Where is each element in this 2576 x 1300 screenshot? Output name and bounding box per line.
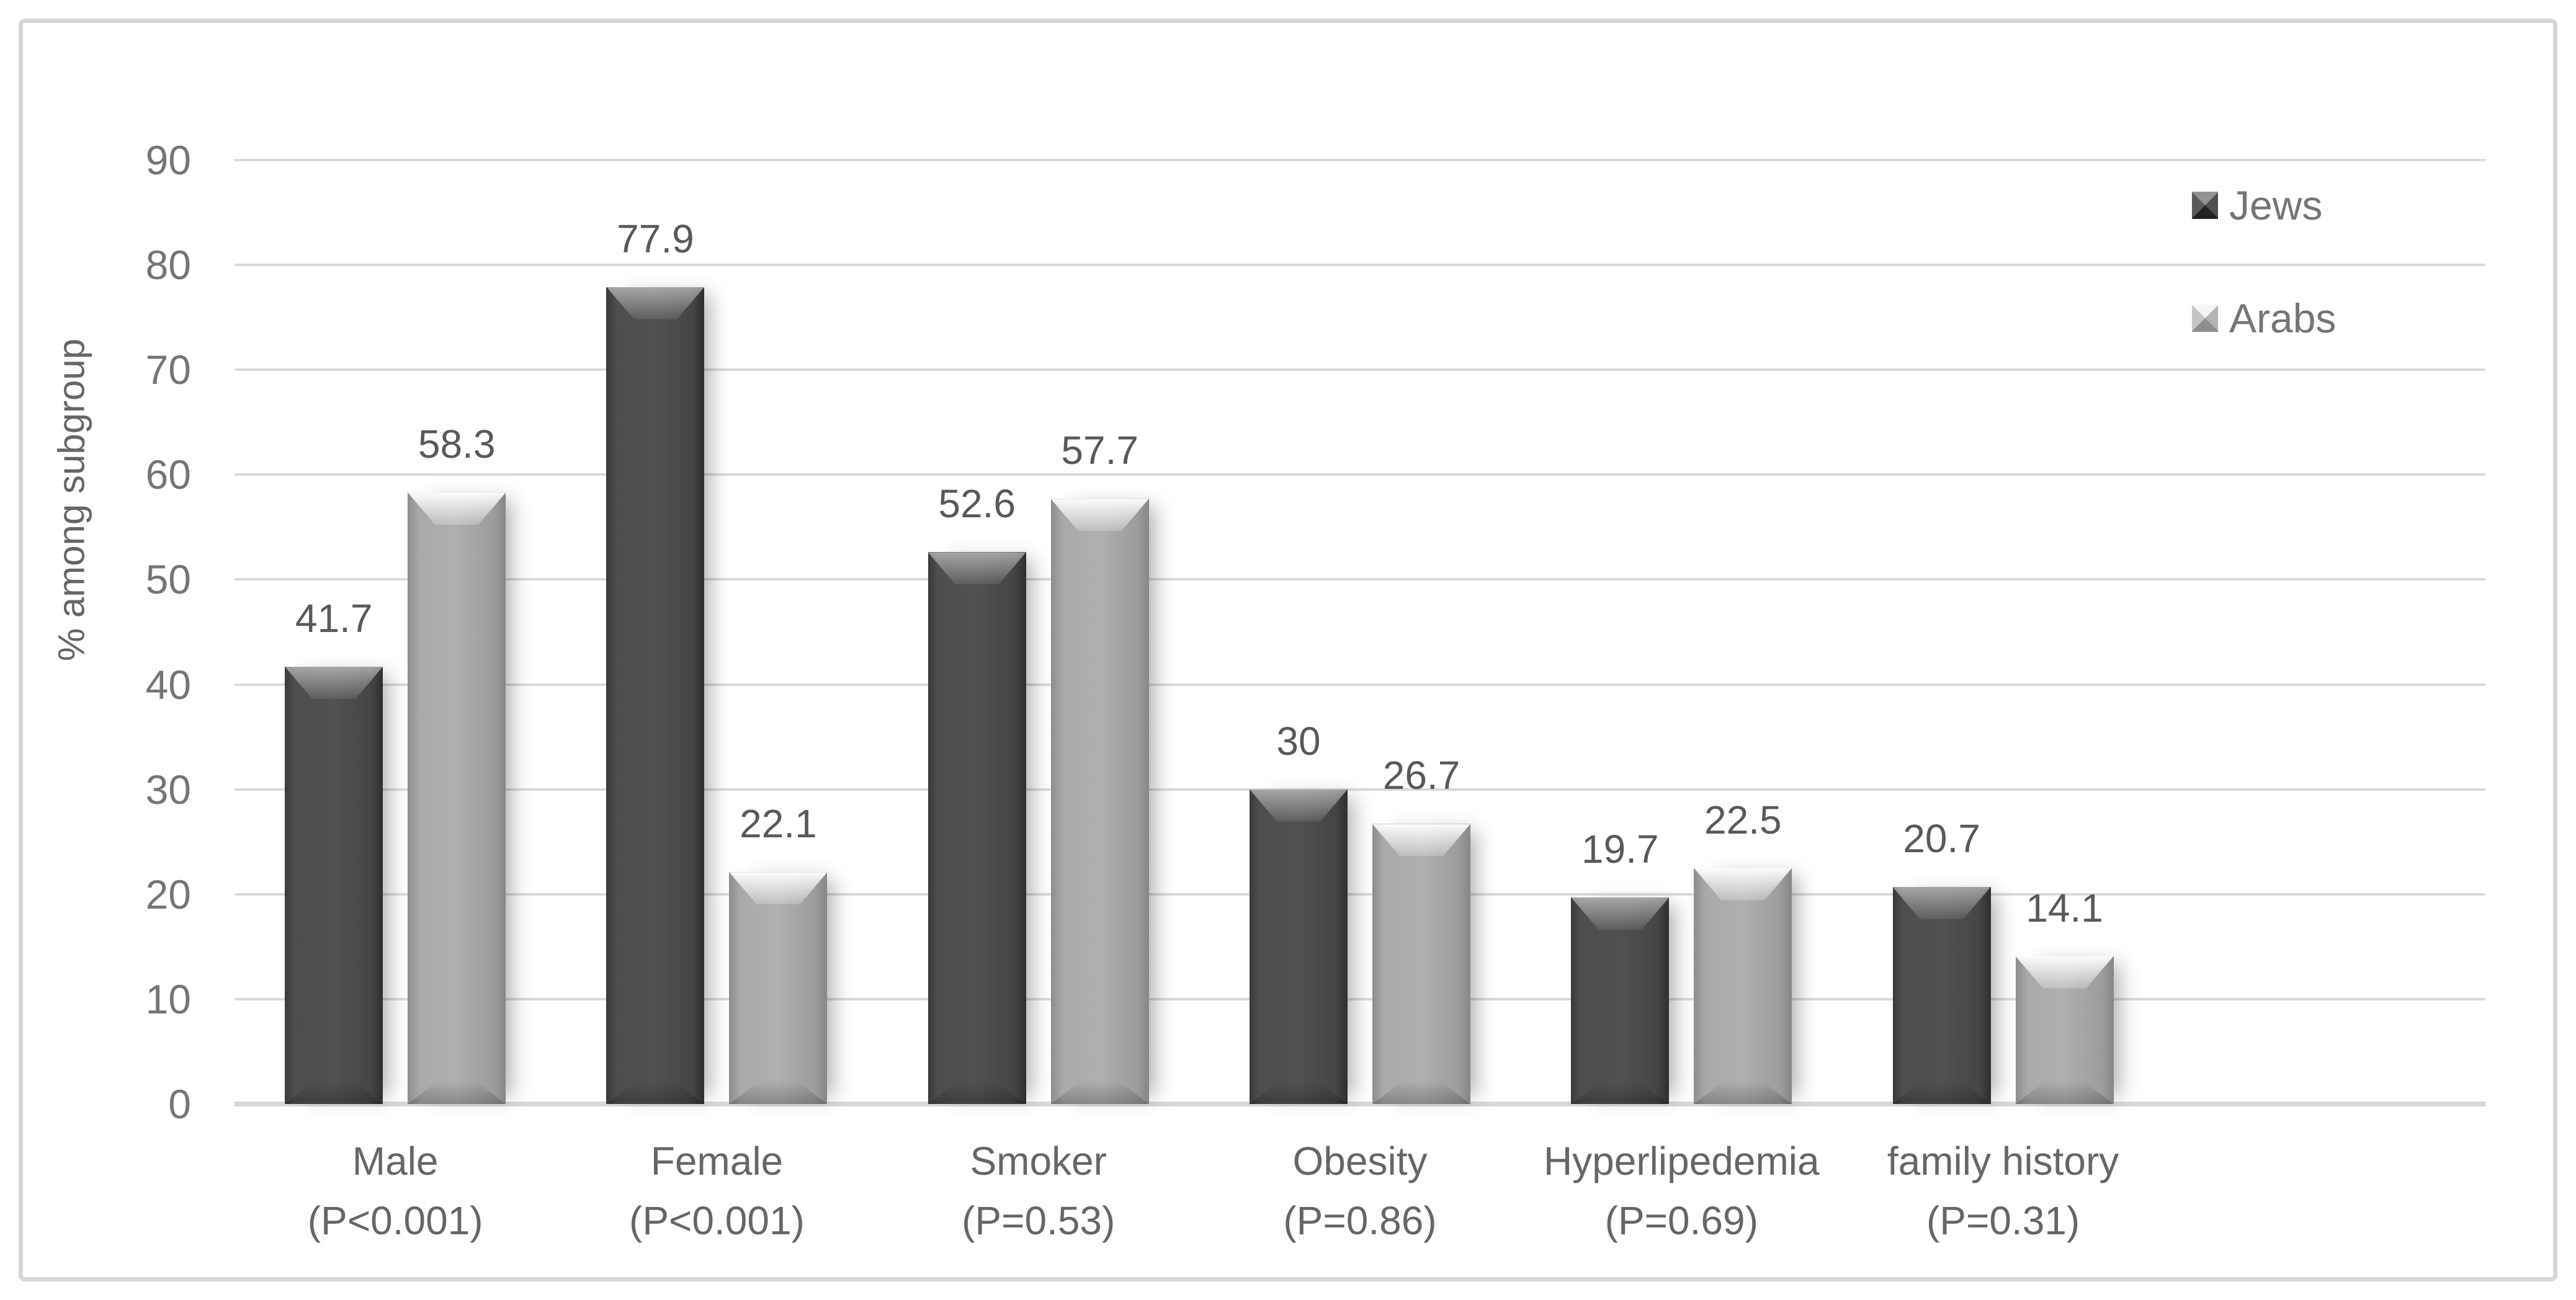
bar-value-label: 52.6 — [938, 481, 1016, 527]
y-tick-label: 10 — [145, 976, 191, 1022]
bar-value-label: 14.1 — [2026, 885, 2103, 930]
category-pvalue: (P=0.31) — [1926, 1198, 2080, 1243]
y-tick-label: 60 — [145, 452, 191, 498]
bar-value-label: 26.7 — [1382, 753, 1460, 798]
legend: Jews Arabs — [2192, 178, 2336, 404]
bar-value-label: 57.7 — [1061, 428, 1138, 473]
category-name: Obesity — [1292, 1139, 1428, 1183]
category-pvalue: (P=0.69) — [1604, 1198, 1758, 1243]
gridline — [235, 683, 2485, 686]
gridline — [235, 788, 2485, 791]
y-tick-label: 40 — [145, 661, 191, 708]
y-tick-label: 30 — [145, 766, 191, 812]
category-name: Hyperlipedemia — [1543, 1139, 1820, 1183]
category-name: family history — [1887, 1139, 2119, 1183]
category-label-male: Male (P<0.001) — [235, 1131, 556, 1250]
bar-arabs-obesity — [1372, 824, 1470, 1104]
bar-value-label: 20.7 — [1903, 816, 1980, 861]
y-tick-label: 70 — [145, 347, 191, 393]
bar-value-label: 41.7 — [295, 595, 373, 641]
category-name: Smoker — [970, 1139, 1107, 1183]
bar-value-label: 22.1 — [740, 801, 817, 847]
legend-item-jews: Jews — [2192, 178, 2336, 233]
plot-area: 41.7 58.3 77.9 22.1 52.6 57.7 30 26.7 19.7 22.5 20… — [235, 159, 2485, 1106]
bar-arabs-smoker — [1050, 499, 1149, 1104]
legend-item-arabs: Arabs — [2192, 291, 2336, 345]
bar-value-label: 30 — [1276, 718, 1321, 764]
category-label-family-history: family history (P=0.31) — [1842, 1131, 2163, 1250]
bar-arabs-hyperlipedemia — [1694, 868, 1792, 1104]
bar-jews-smoker — [928, 552, 1026, 1104]
category-label-obesity: Obesity (P=0.86) — [1199, 1131, 1521, 1250]
bar-jews-hyperlipedemia — [1571, 897, 1670, 1104]
category-pvalue: (P=0.86) — [1283, 1198, 1437, 1243]
bar-value-label: 58.3 — [418, 422, 496, 467]
gridline — [235, 997, 2485, 1000]
category-label-female: Female (P<0.001) — [556, 1131, 877, 1250]
y-tick-label: 20 — [145, 871, 191, 917]
category-pvalue: (P<0.001) — [307, 1198, 483, 1243]
gridline — [235, 473, 2485, 476]
gridline — [235, 578, 2485, 581]
bar-arabs-male — [408, 492, 506, 1104]
x-axis: Male (P<0.001) Female (P<0.001) Smoker (P=0.5… — [235, 1131, 2485, 1274]
arabs-series-swatch-icon — [2192, 305, 2218, 332]
category-name: Female — [650, 1139, 784, 1183]
bar-value-label: 19.7 — [1581, 826, 1659, 871]
y-tick-label: 80 — [145, 242, 191, 288]
category-pvalue: (P<0.001) — [629, 1198, 805, 1243]
category-name: Male — [352, 1139, 439, 1183]
category-pvalue: (P=0.53) — [962, 1198, 1116, 1243]
legend-label-arabs: Arabs — [2229, 295, 2337, 341]
y-axis: 0 10 20 30 40 50 60 70 80 90 — [0, 0, 191, 1300]
gridline — [235, 368, 2485, 372]
bar-jews-obesity — [1250, 789, 1348, 1104]
y-tick-label: 50 — [145, 556, 191, 603]
gridline — [235, 893, 2485, 896]
bar-value-label: 22.5 — [1704, 797, 1782, 842]
bar-value-label: 77.9 — [617, 216, 694, 261]
x-axis-line — [235, 1102, 2485, 1106]
y-tick-label: 0 — [168, 1081, 191, 1127]
jews-series-swatch-icon — [2192, 192, 2218, 219]
gridline — [235, 264, 2485, 267]
bar-jews-family-history — [1892, 886, 1991, 1104]
legend-label-jews: Jews — [2229, 182, 2323, 228]
bar-jews-female — [606, 287, 705, 1104]
bar-jews-male — [285, 666, 383, 1104]
gridline — [235, 159, 2485, 161]
bar-arabs-female — [729, 872, 828, 1104]
category-label-hyperlipedemia: Hyperlipedemia (P=0.69) — [1521, 1131, 1842, 1250]
y-tick-label: 90 — [145, 137, 191, 183]
category-label-smoker: Smoker (P=0.53) — [878, 1131, 1199, 1250]
bar-arabs-family-history — [2015, 956, 2114, 1104]
